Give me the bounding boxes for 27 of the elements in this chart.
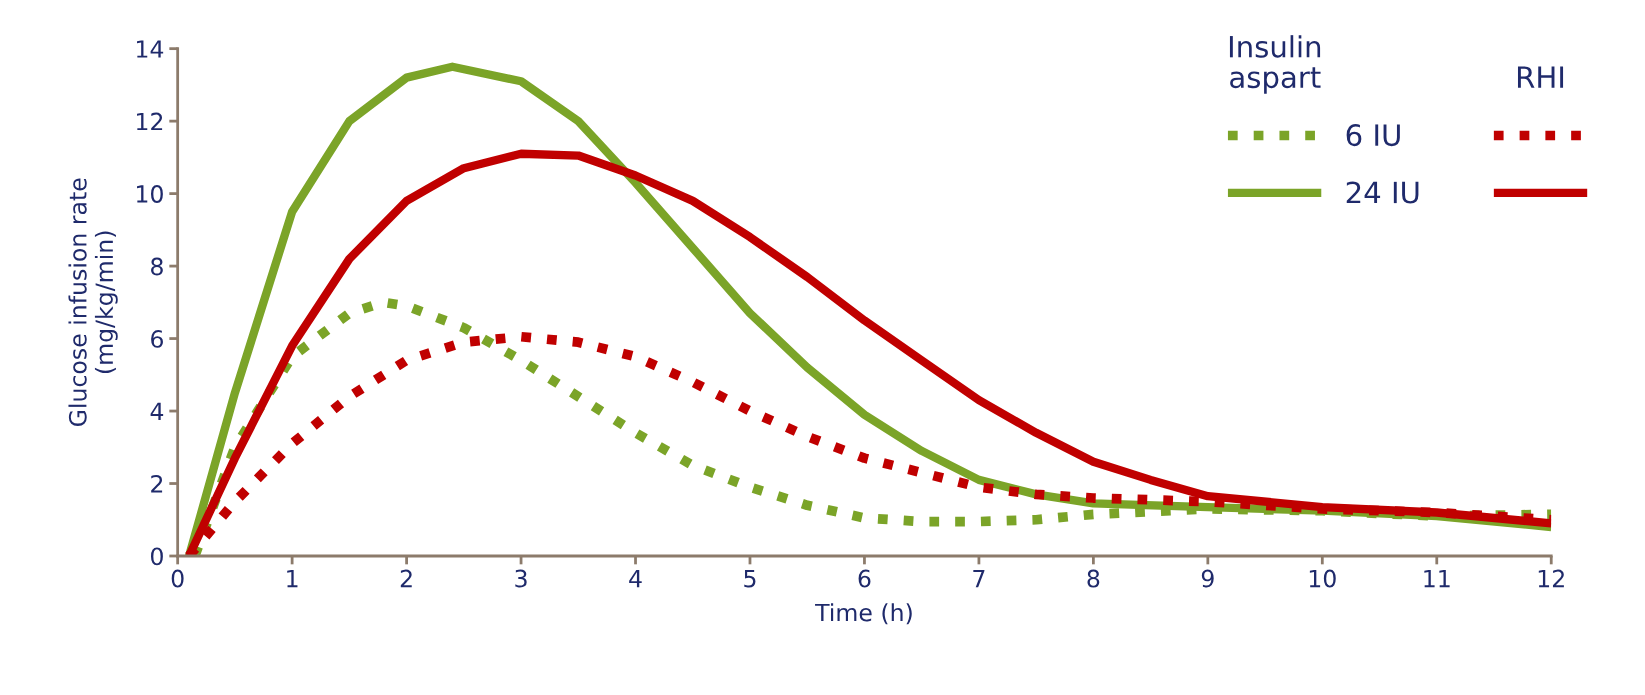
x-tick-label: 2 [400, 569, 412, 588]
x-tick-label: 6 [858, 569, 871, 588]
y-axis-title: Glucose infusion rate (mg/kg/min) [68, 178, 118, 427]
y-tick-label: 10 [137, 185, 163, 203]
legend-label: 24 IU [1346, 181, 1419, 204]
x-tick-label: 7 [973, 569, 985, 588]
y-tick-label: 14 [137, 40, 164, 58]
annotation: Insulin aspart [1229, 35, 1321, 94]
x-tick-label: 5 [744, 569, 756, 588]
y-tick-label: 12 [137, 112, 163, 131]
y-tick-label: 4 [150, 402, 164, 421]
y-tick-label: 8 [151, 257, 163, 276]
x-tick-label: 4 [629, 569, 642, 588]
y-tick-label: 0 [151, 547, 163, 566]
legend-label: 6 IU [1346, 124, 1400, 147]
x-tick-label: 11 [1424, 569, 1450, 588]
y-tick-label: 2 [151, 474, 163, 493]
x-tick-label: 10 [1309, 569, 1336, 588]
x-tick-label: 3 [515, 569, 527, 588]
annotation: RHI [1517, 66, 1564, 88]
x-axis-title: Time (h) [815, 603, 912, 625]
x-tick-label: 8 [1087, 569, 1100, 588]
x-tick-label: 9 [1201, 569, 1214, 588]
x-tick-label: 0 [171, 569, 184, 588]
y-tick-label: 6 [151, 330, 163, 348]
x-tick-label: 12 [1538, 569, 1564, 588]
x-tick-label: 1 [287, 569, 298, 588]
